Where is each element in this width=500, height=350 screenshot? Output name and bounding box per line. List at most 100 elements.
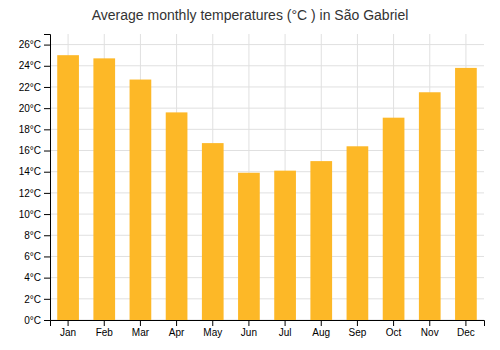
tick: 20°C xyxy=(19,103,50,114)
tick: 6°C xyxy=(24,251,50,262)
tick: 2°C xyxy=(24,294,50,305)
tick: Mar xyxy=(132,320,150,338)
grid xyxy=(50,34,484,320)
tick-label: 20°C xyxy=(19,103,41,114)
tick-label: Dec xyxy=(457,327,475,338)
tick: Oct xyxy=(386,320,402,338)
tick-mark xyxy=(357,320,358,326)
tick-label: 6°C xyxy=(24,251,41,262)
tick-label: 0°C xyxy=(24,315,41,326)
tick: Apr xyxy=(169,320,185,338)
title: Average monthly temperatures (°C ) in Sã… xyxy=(92,7,409,23)
tick-label: Oct xyxy=(386,327,402,338)
tick-mark xyxy=(44,87,50,88)
tick-mark xyxy=(44,151,50,152)
tick-mark xyxy=(429,320,430,326)
tick: Jan xyxy=(60,320,76,338)
tick-mark xyxy=(44,299,50,300)
bar xyxy=(347,146,369,320)
tick: 12°C xyxy=(19,188,50,199)
tick-mark xyxy=(44,278,50,279)
tick-mark xyxy=(176,320,177,326)
tick: 14°C xyxy=(19,166,50,177)
bars xyxy=(57,55,477,320)
tick-mark xyxy=(44,172,50,173)
bar xyxy=(455,68,477,320)
tick-label: Sep xyxy=(349,327,367,338)
tick-label: 2°C xyxy=(24,294,41,305)
tick-mark xyxy=(104,320,105,326)
tick-label: 24°C xyxy=(19,60,41,71)
tick: 8°C xyxy=(24,230,50,241)
tick-label: 26°C xyxy=(19,39,41,50)
tick: Nov xyxy=(421,320,439,338)
y-axis: 0°C 2°C 4°C 6°C 8°C 10°C 12°C 14°C 16°C 18°C 20°C 2… xyxy=(19,35,51,326)
tick-label: 4°C xyxy=(24,272,41,283)
tick-label: Apr xyxy=(169,327,185,338)
tick-label: May xyxy=(203,327,222,338)
grid-line xyxy=(50,44,484,45)
tick: 18°C xyxy=(19,124,50,135)
tick: 24°C xyxy=(19,60,50,71)
tick: May xyxy=(203,320,222,338)
tick: Jul xyxy=(279,320,292,338)
tick-label: 10°C xyxy=(19,209,41,220)
chart: 0°C 2°C 4°C 6°C 8°C 10°C 12°C 14°C 16°C 18°C 20°C 2… xyxy=(0,0,500,350)
tick-mark xyxy=(44,108,50,109)
tick: Dec xyxy=(457,320,475,338)
bar xyxy=(93,58,115,320)
tick-label: 22°C xyxy=(19,82,41,93)
tick-mark xyxy=(212,320,213,326)
tick-mark xyxy=(285,320,286,326)
bar xyxy=(310,161,332,320)
tick-mark xyxy=(68,320,69,326)
tick-mark xyxy=(321,320,322,326)
tick-mark xyxy=(393,320,394,326)
tick: Jun xyxy=(241,320,257,338)
tick-mark xyxy=(44,129,50,130)
plot: 0°C 2°C 4°C 6°C 8°C 10°C 12°C 14°C 16°C 18°C 20°C 2… xyxy=(19,34,485,338)
tick: Aug xyxy=(312,320,330,338)
tick-mark xyxy=(44,193,50,194)
tick-label: Aug xyxy=(312,327,330,338)
tick-mark xyxy=(44,214,50,215)
bar xyxy=(57,55,79,320)
tick-label: Mar xyxy=(132,327,150,338)
tick: 22°C xyxy=(19,82,50,93)
tick: 0°C xyxy=(24,315,50,326)
tick-mark xyxy=(44,45,50,46)
tick: 16°C xyxy=(19,145,50,156)
tick-mark xyxy=(248,320,249,326)
tick-mark xyxy=(44,66,50,67)
bar xyxy=(383,118,405,320)
tick-label: Jan xyxy=(60,327,76,338)
tick: 26°C xyxy=(19,39,50,50)
tick-label: 16°C xyxy=(19,145,41,156)
tick-label: Nov xyxy=(421,327,439,338)
tick-mark xyxy=(140,320,141,326)
tick-label: 8°C xyxy=(24,230,41,241)
tick-label: 18°C xyxy=(19,124,41,135)
bar xyxy=(166,112,188,320)
bar xyxy=(130,80,152,320)
tick-label: Jun xyxy=(241,327,257,338)
bar xyxy=(238,173,260,320)
tick-label: Feb xyxy=(96,327,114,338)
axis-line xyxy=(51,321,485,327)
bar xyxy=(419,92,441,320)
tick: 10°C xyxy=(19,209,50,220)
tick-mark xyxy=(44,235,50,236)
tick-label: Jul xyxy=(279,327,292,338)
tick: 4°C xyxy=(24,272,50,283)
tick-label: 14°C xyxy=(19,166,41,177)
tick: Sep xyxy=(349,320,367,338)
x-axis: Jan Feb Mar Apr May Jun Jul Aug Sep Oct Nov Dec xyxy=(51,320,485,338)
tick-mark xyxy=(465,320,466,326)
tick-label: 12°C xyxy=(19,188,41,199)
tick: Feb xyxy=(96,320,114,338)
tick-mark xyxy=(44,256,50,257)
axis-line xyxy=(44,35,51,321)
bar xyxy=(274,171,296,320)
bar xyxy=(202,143,224,320)
tick-mark xyxy=(44,320,50,321)
